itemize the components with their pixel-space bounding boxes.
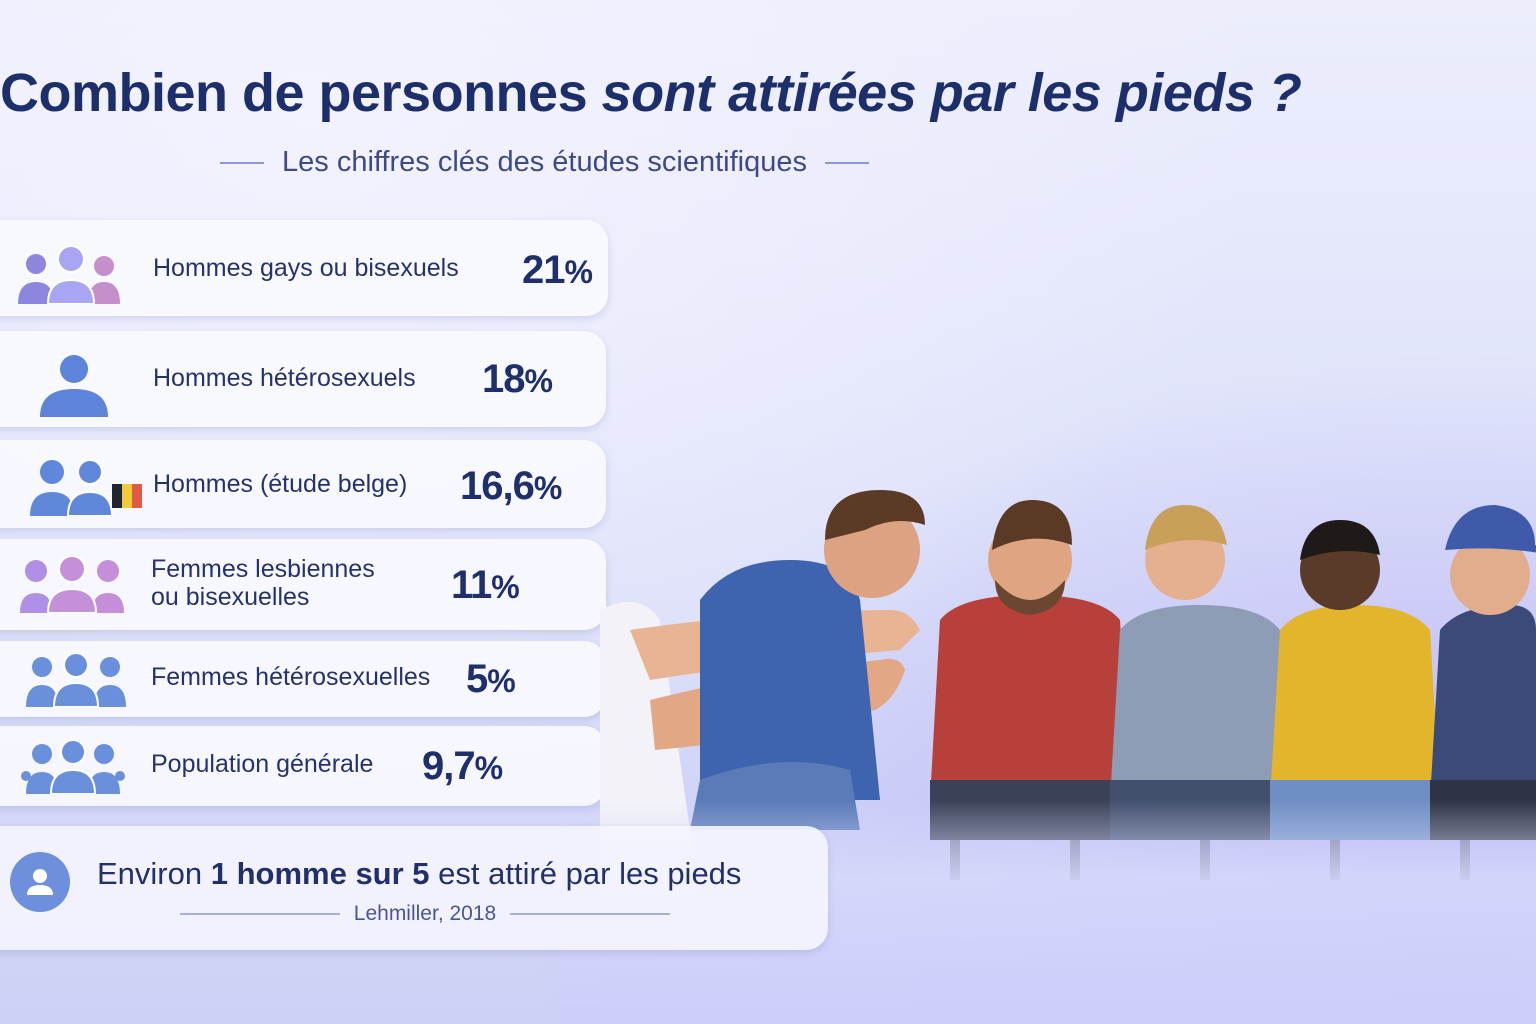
stat-label: Population générale (151, 750, 374, 778)
stat-label: Hommes gays ou bisexuels (153, 254, 459, 282)
stat-value: 5% (466, 657, 516, 701)
stat-card-general-population: Population générale 9,7% (0, 726, 606, 806)
divider (220, 161, 264, 164)
subtitle: Les chiffres clés des études scientifiqu… (220, 146, 869, 179)
stat-card-lesbian-bi-women: Femmes lesbiennes ou bisexuelles 11% (0, 539, 606, 630)
group-three-women-icon (20, 557, 124, 613)
title-italic: sont attirées par les pieds ? (601, 63, 1302, 123)
subtitle-text: Les chiffres clés des études scientifiqu… (282, 146, 807, 178)
divider (180, 913, 340, 915)
page-title: Combien de personnes sont attirées par l… (0, 62, 1302, 124)
single-person-icon (40, 355, 108, 417)
stat-value: 16,6% (460, 464, 562, 508)
summary-text: Environ 1 homme sur 5 est attiré par les… (97, 856, 742, 891)
stat-value: 11% (451, 563, 520, 607)
group-three-people-icon (18, 245, 120, 304)
stat-card-hetero-men: Hommes hétérosexuels 18% (0, 331, 606, 427)
stat-label: Hommes (étude belge) (153, 470, 408, 498)
stat-card-belgian-study: Hommes (étude belge) 16,6% (0, 440, 606, 528)
user-circle-icon (10, 852, 70, 912)
title-regular: Combien de personnes (0, 63, 602, 123)
stat-value: 18% (482, 357, 553, 401)
stat-value: 21% (522, 248, 593, 292)
stat-label: Femmes hétérosexuelles (151, 663, 431, 691)
stat-label: Femmes lesbiennes ou bisexuelles (151, 555, 375, 611)
two-people-belgian-flag-icon (30, 459, 142, 516)
divider (510, 913, 670, 915)
stat-label: Hommes hétérosexuels (153, 364, 416, 392)
stat-value: 9,7% (422, 744, 503, 788)
crowd-icon (21, 740, 125, 794)
stat-card-gay-bi-men: Hommes gays ou bisexuels 21% (0, 220, 608, 316)
stat-card-hetero-women: Femmes hétérosexuelles 5% (0, 641, 606, 717)
summary-card: Environ 1 homme sur 5 est attiré par les… (0, 826, 828, 950)
citation-text: Lehmiller, 2018 (353, 902, 497, 925)
divider (824, 161, 869, 164)
group-three-people-icon (26, 653, 126, 707)
citation: Lehmiller, 2018 (180, 902, 670, 926)
